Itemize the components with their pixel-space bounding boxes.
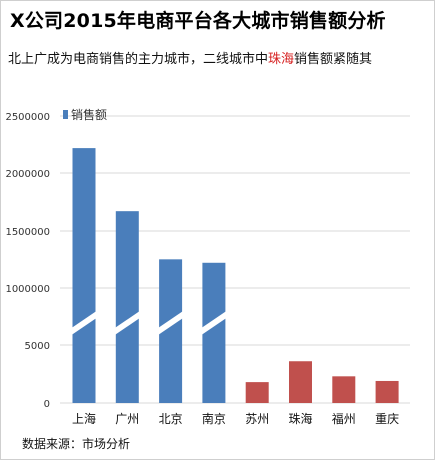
y-axis-ticks: 0 5000 1000000 1500000 2000000 2500000 bbox=[5, 112, 50, 410]
axis-break-marks bbox=[71, 311, 227, 335]
subtitle-highlight: 珠海 bbox=[268, 52, 295, 67]
x-tick-label: 南京 bbox=[202, 411, 226, 426]
bar-3 bbox=[202, 262, 226, 403]
x-tick-label: 苏州 bbox=[245, 412, 269, 426]
bar-6 bbox=[332, 376, 356, 403]
subtitle-text-after: 销售额紧随其 bbox=[294, 52, 373, 67]
chart-subtitle: 北上广成为电商销售的主力城市，二线城市中珠海销售额紧随其 bbox=[8, 48, 372, 67]
bar-7 bbox=[375, 380, 399, 403]
x-tick-label: 上海 bbox=[72, 411, 96, 426]
bar-5 bbox=[289, 361, 312, 403]
bar-4 bbox=[245, 382, 269, 403]
bar-1 bbox=[115, 211, 139, 403]
data-source-note: 数据来源：市场分析 bbox=[22, 437, 131, 451]
subtitle-text-before: 北上广成为电商销售的主力城市，二线城市中 bbox=[8, 52, 269, 67]
x-tick-label: 重庆 bbox=[375, 412, 399, 426]
y-tick-label: 0 bbox=[44, 399, 50, 410]
bar-break-mark bbox=[71, 311, 97, 335]
y-tick-label: 1500000 bbox=[5, 227, 50, 238]
legend: 销售额 bbox=[63, 107, 107, 122]
grid-lines bbox=[60, 115, 410, 404]
x-tick-label: 广州 bbox=[115, 412, 139, 426]
bar-2 bbox=[159, 259, 183, 403]
x-tick-label: 北京 bbox=[159, 412, 183, 426]
bar-0 bbox=[72, 148, 96, 403]
bars bbox=[72, 148, 399, 403]
y-tick-label: 5000 bbox=[25, 341, 50, 352]
legend-label: 销售额 bbox=[71, 107, 107, 122]
bar-break-mark bbox=[201, 311, 227, 335]
bar-break-mark bbox=[114, 311, 140, 335]
y-tick-label: 2500000 bbox=[5, 112, 50, 123]
legend-swatch bbox=[63, 110, 68, 119]
y-tick-label: 2000000 bbox=[5, 169, 50, 180]
chart-title: X公司2015年电商平台各大城市销售额分析 bbox=[10, 10, 386, 32]
x-tick-label: 珠海 bbox=[288, 411, 312, 426]
x-axis-labels: 上海 广州 北京 南京 苏州 珠海 福州 重庆 bbox=[72, 411, 399, 426]
y-tick-label: 1000000 bbox=[5, 284, 50, 295]
x-tick-label: 福州 bbox=[332, 411, 356, 426]
bar-break-mark bbox=[158, 311, 184, 335]
